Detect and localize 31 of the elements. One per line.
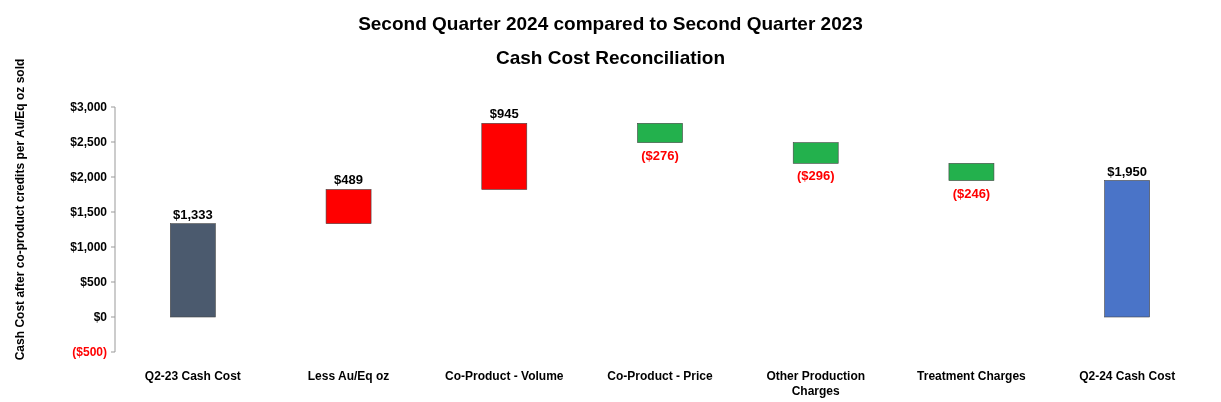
y-tick-label: ($500) (72, 345, 107, 359)
data-label: $945 (489, 106, 519, 122)
x-tick-label: Co-Product - Volume (445, 369, 564, 383)
data-label: $1,333 (172, 206, 213, 222)
data-label: ($276) (641, 147, 679, 163)
x-tick-label: Co-Product - Price (607, 369, 713, 383)
chart-title: Second Quarter 2024 compared to Second Quarter 2023 Cash Cost Reconciliation (358, 13, 863, 68)
x-tick-label: Q2-23 Cash Cost (144, 369, 241, 383)
y-tick-label: $500 (80, 275, 108, 289)
x-tick-label: Less Au/Eq oz (307, 369, 390, 383)
bar (948, 163, 995, 181)
y-tick-label: $1,000 (70, 240, 108, 254)
data-label: ($246) (952, 185, 991, 201)
y-tick-label: $2,000 (70, 170, 108, 184)
data-label: $1,950 (1107, 163, 1148, 179)
bar (637, 123, 683, 143)
x-tick-label: Treatment Charges (917, 369, 1027, 383)
bar (325, 189, 372, 224)
data-label: ($296) (796, 168, 835, 184)
y-tick-label: $1,500 (70, 205, 108, 219)
data-label: $489 (334, 172, 364, 188)
bar (481, 123, 528, 190)
bar (1104, 180, 1150, 318)
y-tick-label: $3,000 (70, 100, 108, 114)
x-tick-label: Other Production Charges (766, 369, 866, 398)
bar (170, 223, 216, 318)
bar (792, 142, 839, 164)
y-tick-label: $0 (93, 310, 108, 324)
x-tick-label: Q2-24 Cash Cost (1079, 369, 1176, 383)
y-axis-title: Cash Cost after co-product credits per Au/Eq oz sold (13, 58, 27, 361)
y-tick-label: $2,500 (70, 135, 108, 149)
